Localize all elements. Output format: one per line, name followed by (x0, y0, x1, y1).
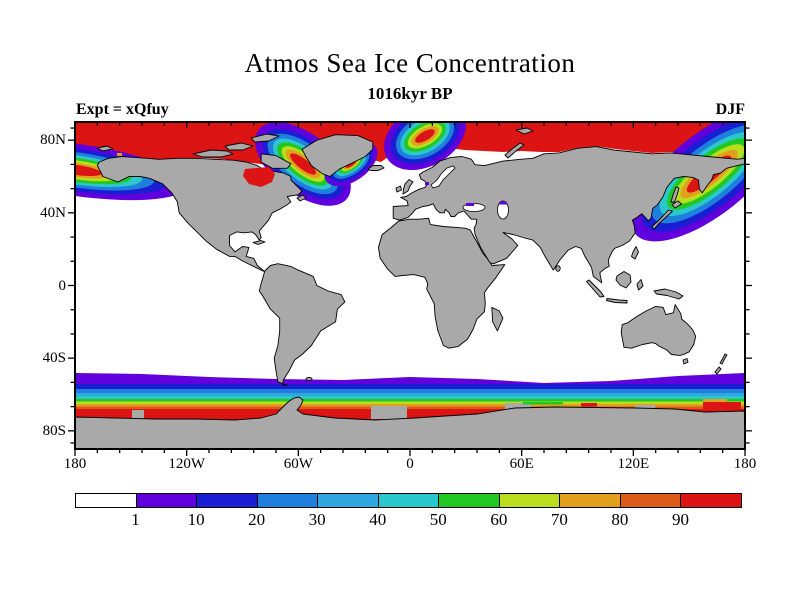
colorbar-boundary-label: 80 (611, 510, 629, 529)
colorbar-segment (498, 493, 561, 508)
arctic-archipelago (250, 133, 280, 143)
chart-title: Atmos Sea Ice Concentration (244, 48, 576, 78)
caspian-ice-speck (499, 201, 507, 205)
colorbar-segment (680, 493, 743, 508)
hudson-bay-ice (243, 167, 275, 187)
colorbar-segment (317, 493, 380, 508)
continent-eurasia (392, 146, 745, 284)
colorbar-segment (135, 493, 198, 508)
antarctic-orange-patch (703, 399, 727, 402)
island-java (606, 298, 628, 304)
colorbar-boundary-label: 70 (550, 510, 568, 529)
y-tick-label: 40S (42, 350, 66, 367)
norway-fringe (415, 129, 435, 143)
island-hokkaido (671, 200, 682, 209)
inland-overlays (117, 153, 509, 220)
x-tick-label: 120W (168, 456, 205, 472)
colorbar-segment (256, 493, 319, 508)
colorbar-boundary-label: 1 (131, 510, 140, 529)
y-tick-label: 80S (42, 422, 66, 439)
coast-bite (371, 406, 407, 419)
island-iceland (367, 165, 385, 171)
bering-fringe (75, 163, 102, 177)
island-japan (651, 209, 673, 230)
map-svg (68, 121, 752, 456)
x-tick-label: 60E (509, 456, 534, 472)
map-frame (74, 121, 746, 450)
island-sri-lanka (555, 265, 561, 272)
x-tick-label: 180 (63, 456, 87, 472)
island-britain (402, 179, 414, 195)
colorbar-segment (377, 493, 440, 508)
x-tick-label: 180 (733, 456, 757, 472)
colorbar-boundary-label: 40 (369, 510, 387, 529)
colorbar (75, 493, 743, 508)
map-content (75, 122, 745, 449)
continent-africa (377, 217, 506, 349)
antarctic-red-patch (581, 403, 597, 407)
island-madagascar (491, 306, 504, 332)
continent-south-america (258, 263, 346, 386)
arctic-ice-cap (75, 122, 745, 174)
colorbar-segment (75, 493, 137, 508)
island-newfoundland (296, 194, 307, 202)
land-group (75, 127, 745, 449)
x-tick-label: 0 (406, 456, 414, 472)
labrador-fringe (290, 153, 316, 175)
skagerrak-ice-speck (425, 182, 429, 185)
arctic-archipelago (224, 142, 254, 151)
y-tick-label: 80N (40, 132, 66, 149)
continent-north-america (96, 156, 303, 273)
island-sakhalin (670, 186, 680, 203)
caspian-sea (497, 200, 509, 220)
island-new-zealand-south (714, 366, 722, 375)
island-greenland (301, 134, 374, 177)
coast-bite (505, 403, 531, 411)
colorbar-boundary-label: 50 (429, 510, 447, 529)
experiment-label: Expt = xQfuy (76, 101, 169, 118)
island-wrangel (96, 145, 114, 152)
black-sea-ice-speck (466, 203, 474, 206)
arctic-archipelago (192, 149, 234, 158)
continent-antarctica (75, 396, 745, 449)
season-label: DJF (715, 101, 745, 118)
island-cuba (252, 240, 266, 245)
colorbar-boundary-label: 90 (671, 510, 689, 529)
colorbar-segment (196, 493, 259, 508)
island-svalbard (515, 127, 534, 135)
colorbar-boundary-label: 60 (490, 510, 508, 529)
x-tick-label: 60W (283, 456, 313, 472)
island-sulawesi (636, 279, 644, 291)
colorbar-boundary-label: 20 (248, 510, 266, 529)
baltic-sea (430, 165, 456, 189)
colorbar-segment (559, 493, 622, 508)
island-novaya-zemlya (504, 142, 525, 159)
island-new-guinea (653, 288, 684, 300)
colorbar-segment (619, 493, 682, 508)
antarctic-green-patch (523, 402, 563, 405)
island-baffin (260, 153, 292, 169)
island-tasmania (682, 358, 689, 365)
continent-australia (620, 304, 697, 356)
island-falklands (305, 377, 313, 381)
colorbar-boundary-label: 10 (187, 510, 205, 529)
chart-subtitle: 1016kyr BP (367, 84, 453, 103)
antarctic-band-north-edge (75, 362, 745, 383)
island-new-zealand-north (719, 353, 728, 365)
coast-bite (132, 410, 144, 419)
colorbar-segment (438, 493, 501, 508)
arctic-orange-speck (117, 153, 122, 156)
x-tick-label: 120E (617, 456, 650, 472)
island-sumatra (586, 279, 605, 298)
y-tick-label: 40N (40, 204, 66, 221)
colorbar-boundary-label: 30 (308, 510, 326, 529)
y-tick-label: 0 (58, 277, 67, 294)
island-ireland (395, 185, 402, 193)
island-borneo (615, 271, 632, 289)
world-map-plot (68, 121, 752, 456)
island-philippines (631, 246, 639, 260)
ross-sea-red-patch (703, 402, 741, 411)
